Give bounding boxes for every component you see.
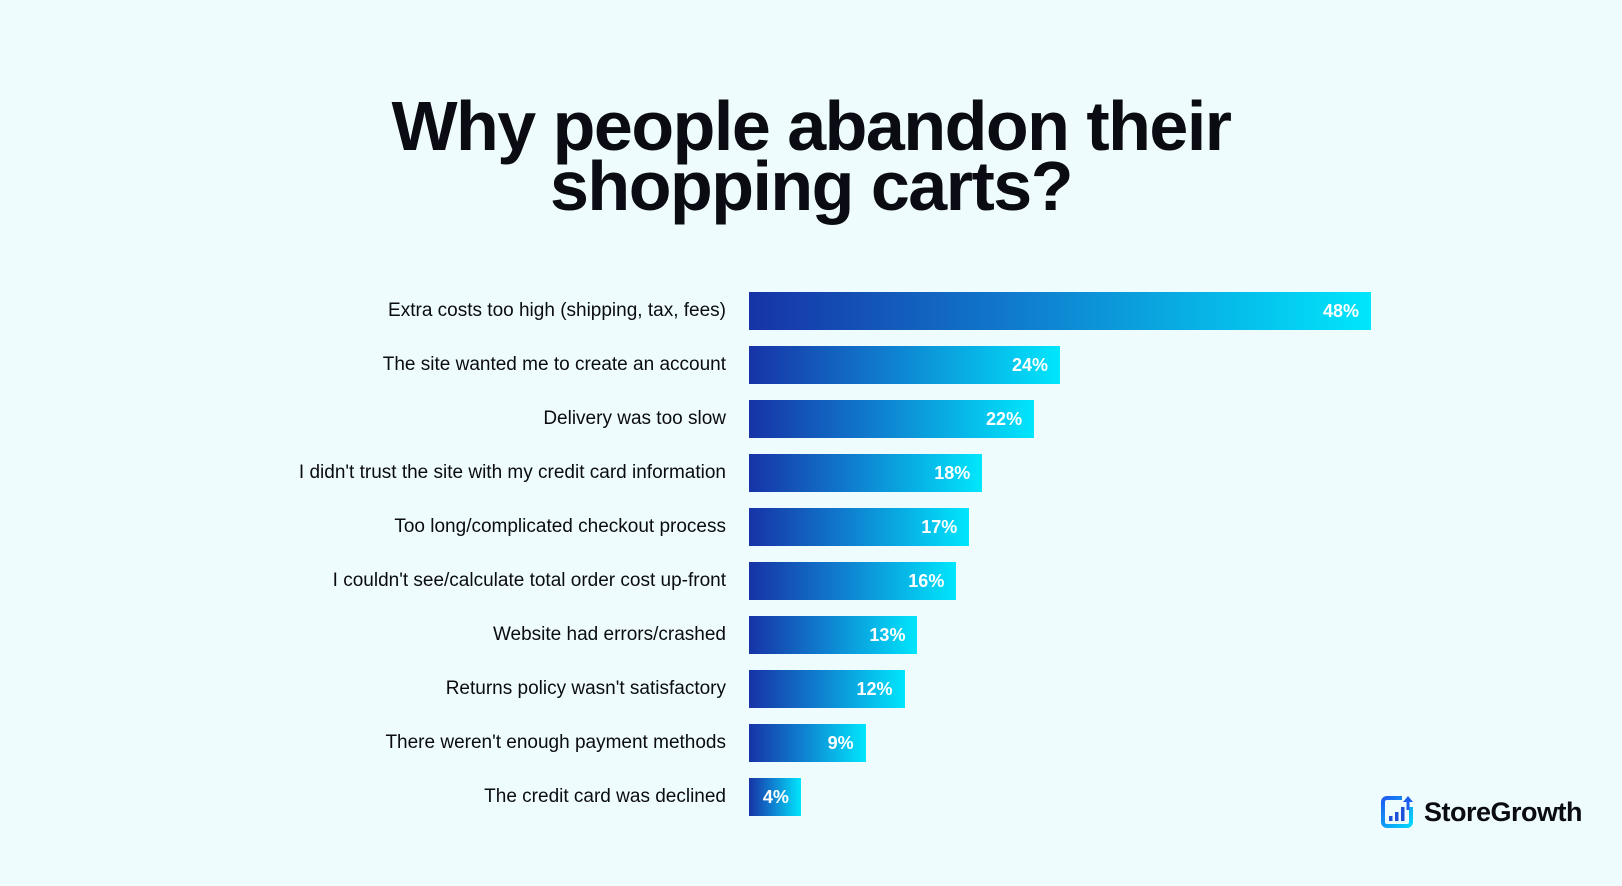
category-label: I couldn't see/calculate total order cos… — [332, 570, 726, 591]
value-label: 18% — [934, 463, 971, 483]
bar: 4% — [749, 778, 801, 816]
brand-name: StoreGrowth — [1424, 796, 1583, 827]
category-label: Returns policy wasn't satisfactory — [445, 678, 726, 699]
category-label: Delivery was too slow — [543, 408, 726, 429]
bar: 9% — [749, 724, 866, 762]
category-label: There weren't enough payment methods — [385, 732, 726, 753]
bar-chart-growth-icon — [1381, 796, 1413, 828]
bar: 12% — [749, 670, 905, 708]
title-line-1: Why people abandon their — [391, 87, 1232, 165]
category-label: Too long/complicated checkout process — [394, 516, 726, 537]
bar: 22% — [749, 400, 1035, 438]
category-label: Website had errors/crashed — [492, 624, 726, 645]
value-label: 17% — [921, 517, 958, 537]
category-label: Extra costs too high (shipping, tax, fee… — [388, 300, 726, 321]
value-label: 12% — [856, 679, 893, 699]
bar: 24% — [749, 346, 1060, 384]
bar: 48% — [749, 292, 1371, 330]
value-label: 22% — [986, 409, 1023, 429]
category-label: I didn't trust the site with my credit c… — [298, 462, 726, 483]
brand-logo: StoreGrowth — [1380, 795, 1583, 829]
value-label: 24% — [1011, 355, 1048, 375]
bar: 18% — [749, 454, 983, 492]
category-label: The site wanted me to create an account — [382, 354, 726, 375]
value-label: 4% — [762, 787, 789, 807]
category-label: The credit card was declined — [484, 786, 726, 807]
bar: 16% — [749, 562, 957, 600]
bar: 13% — [749, 616, 918, 654]
value-label: 16% — [908, 571, 945, 591]
value-label: 9% — [827, 733, 854, 753]
value-label: 13% — [869, 625, 906, 645]
bar: 17% — [749, 508, 970, 546]
title-line-2: shopping carts? — [550, 147, 1073, 225]
chart-title: Why people abandon their shopping carts? — [0, 87, 1622, 225]
value-label: 48% — [1322, 301, 1359, 321]
